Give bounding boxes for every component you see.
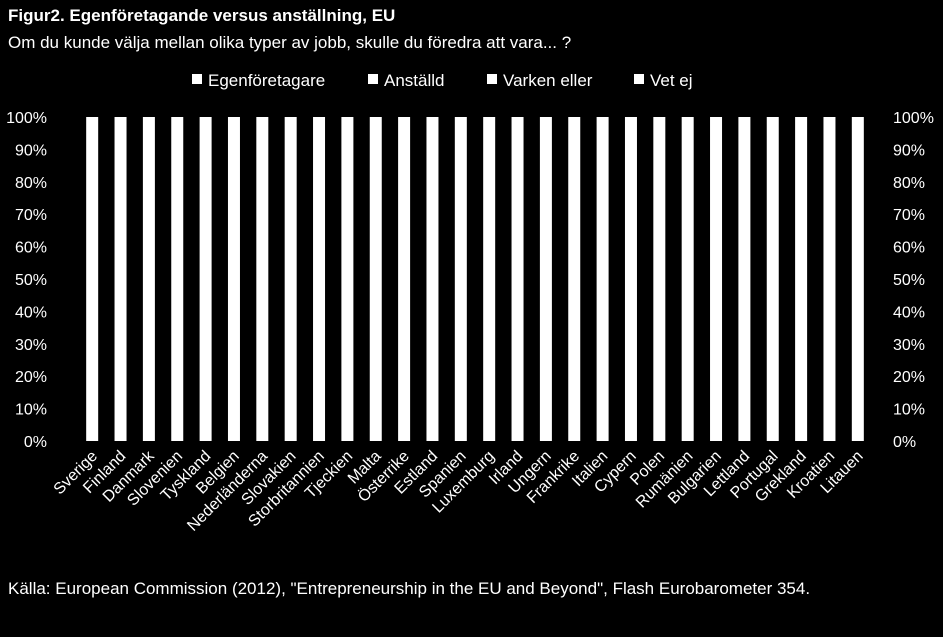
bar-7	[284, 117, 297, 441]
bar-11	[398, 117, 411, 441]
bar-2	[142, 117, 155, 441]
y-tick-right-9: 90%	[893, 142, 925, 159]
legend-label-2: Varken eller	[503, 71, 593, 90]
y-tick-right-10: 100%	[893, 110, 934, 127]
bar-9	[341, 117, 354, 441]
y-axis-left: 0% 10% 20% 30% 40% 50% 60% 70% 80% 90% 100%	[6, 110, 47, 451]
bar-18	[596, 117, 609, 441]
source-note: Källa: European Commission (2012), "Entr…	[8, 579, 811, 598]
bar-5	[227, 117, 240, 441]
legend: Egenföretagare Anställd Varken eller Vet ej	[192, 71, 693, 90]
y-tick-right-8: 80%	[893, 175, 925, 192]
bar-1	[114, 117, 127, 441]
bar-23	[738, 117, 751, 441]
bar-22	[710, 117, 723, 441]
chart-subtitle: Om du kunde välja mellan olika typer av …	[8, 33, 572, 52]
chart-title: Figur2. Egenföretagande versus anställni…	[8, 6, 396, 25]
y-tick-left-8: 80%	[15, 175, 47, 192]
bar-10	[369, 117, 382, 441]
y-tick-left-4: 40%	[15, 304, 47, 321]
bar-26	[823, 117, 836, 441]
y-tick-right-3: 30%	[893, 337, 925, 354]
bar-0	[86, 117, 99, 441]
legend-label-0: Egenföretagare	[208, 71, 325, 90]
y-tick-left-1: 10%	[15, 402, 47, 419]
bar-13	[454, 117, 467, 441]
y-tick-left-0: 0%	[24, 434, 47, 451]
y-tick-right-6: 60%	[893, 240, 925, 257]
bar-19	[624, 117, 637, 441]
bar-20	[653, 117, 666, 441]
bar-24	[766, 117, 779, 441]
y-tick-left-7: 70%	[15, 207, 47, 224]
bar-17	[568, 117, 581, 441]
y-axis-right: 0% 10% 20% 30% 40% 50% 60% 70% 80% 90% 100%	[893, 110, 934, 451]
x-axis-labels: SverigeFinlandDanmarkSlovenienTysklandBe…	[51, 447, 867, 535]
bar-25	[795, 117, 808, 441]
bar-6	[256, 117, 269, 441]
y-tick-left-9: 90%	[15, 142, 47, 159]
bar-4	[199, 117, 212, 441]
y-tick-left-6: 60%	[15, 240, 47, 257]
bar-12	[426, 117, 439, 441]
y-tick-left-3: 30%	[15, 337, 47, 354]
legend-swatch-2	[487, 74, 497, 84]
y-tick-right-1: 10%	[893, 402, 925, 419]
legend-swatch-0	[192, 74, 202, 84]
y-tick-left-10: 100%	[6, 110, 47, 127]
bar-14	[483, 117, 496, 441]
y-tick-right-4: 40%	[893, 304, 925, 321]
y-tick-right-0: 0%	[893, 434, 916, 451]
legend-swatch-1	[368, 74, 378, 84]
bar-21	[681, 117, 694, 441]
legend-swatch-3	[634, 74, 644, 84]
y-tick-right-2: 20%	[893, 369, 925, 386]
bar-15	[511, 117, 524, 441]
bar-27	[851, 117, 864, 441]
bar-3	[171, 117, 184, 441]
legend-label-3: Vet ej	[650, 71, 693, 90]
y-tick-left-2: 20%	[15, 369, 47, 386]
legend-label-1: Anställd	[384, 71, 444, 90]
y-tick-right-7: 70%	[893, 207, 925, 224]
bars	[86, 117, 864, 441]
y-tick-right-5: 50%	[893, 272, 925, 289]
y-tick-left-5: 50%	[15, 272, 47, 289]
bar-16	[539, 117, 552, 441]
bar-8	[313, 117, 326, 441]
